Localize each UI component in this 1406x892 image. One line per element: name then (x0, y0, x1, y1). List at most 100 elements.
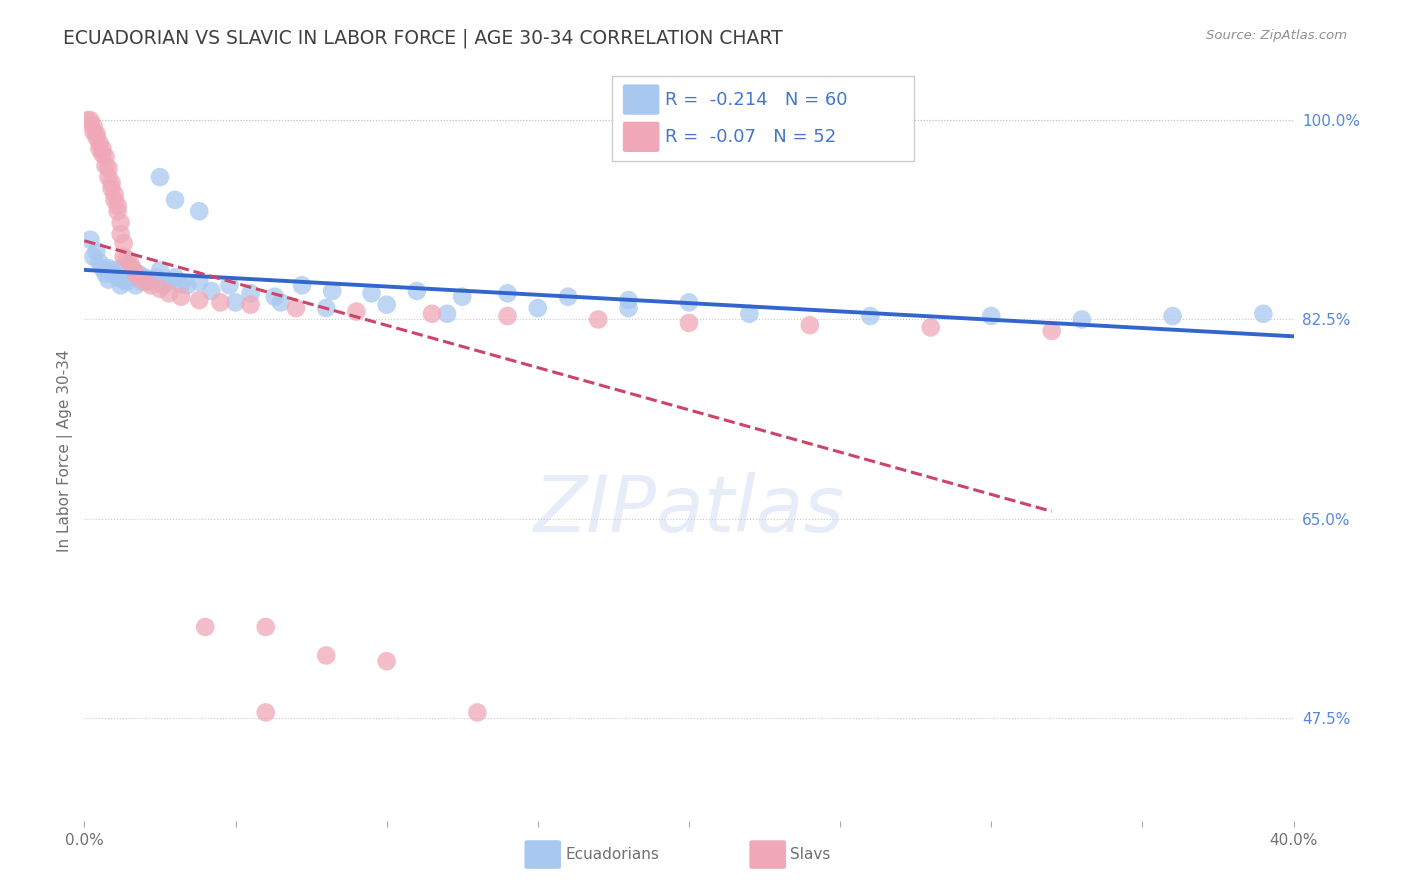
Point (94, 150, 117, 164)
Point (218, 278, 240, 293)
Point (165, 270, 187, 285)
Point (254, 706, 277, 720)
Point (115, 275, 138, 289)
Point (194, 620, 217, 634)
Point (89, 255, 111, 269)
Point (557, 290, 579, 304)
Point (527, 301, 550, 315)
Point (1040, 324, 1063, 338)
Point (406, 284, 429, 298)
Point (104, 193, 127, 207)
Point (97, 272, 120, 286)
Point (128, 270, 150, 285)
Point (239, 298, 262, 312)
Point (86, 130, 108, 145)
Text: R =  -0.214   N = 60: R = -0.214 N = 60 (665, 91, 848, 109)
Point (79, 233, 101, 247)
Text: R =  -0.07   N = 52: R = -0.07 N = 52 (665, 128, 837, 145)
Point (678, 316, 700, 330)
Point (225, 295, 247, 310)
Point (157, 275, 180, 289)
Point (799, 318, 821, 333)
Point (152, 278, 174, 293)
Point (107, 270, 129, 285)
Point (89, 136, 111, 150)
Point (436, 307, 458, 321)
Point (100, 263, 122, 277)
Point (285, 301, 308, 315)
Point (375, 654, 398, 668)
Point (110, 278, 132, 293)
Point (134, 270, 156, 285)
Point (617, 301, 640, 315)
Point (315, 301, 337, 315)
Point (165, 193, 187, 207)
Text: Slavs: Slavs (790, 847, 831, 862)
Point (188, 275, 211, 289)
Point (91, 147, 114, 161)
Point (118, 270, 141, 285)
Point (91, 261, 114, 276)
Point (110, 261, 132, 276)
Point (128, 267, 150, 281)
Text: ECUADORIAN VS SLAVIC IN LABOR FORCE | AGE 30-34 CORRELATION CHART: ECUADORIAN VS SLAVIC IN LABOR FORCE | AG… (63, 29, 783, 48)
Point (134, 275, 156, 289)
Point (112, 236, 135, 251)
Point (107, 204, 129, 219)
Point (1253, 307, 1275, 321)
Point (496, 309, 519, 323)
Point (104, 267, 127, 281)
Point (97, 261, 120, 276)
Point (136, 275, 159, 289)
Point (188, 204, 211, 219)
Point (920, 320, 942, 334)
Point (139, 278, 162, 293)
Point (100, 176, 122, 190)
Point (200, 284, 222, 298)
Point (1161, 309, 1184, 323)
Point (375, 298, 398, 312)
Point (170, 277, 193, 292)
Point (121, 261, 143, 276)
Text: ZIPatlas: ZIPatlas (533, 472, 845, 548)
Point (451, 290, 474, 304)
Point (97, 170, 120, 185)
Point (112, 272, 135, 286)
Point (859, 309, 882, 323)
Point (146, 270, 169, 285)
Point (100, 181, 122, 195)
Point (254, 620, 277, 634)
Point (82, 124, 104, 138)
Point (588, 312, 610, 326)
Point (110, 216, 132, 230)
Point (678, 295, 700, 310)
Point (110, 227, 132, 241)
Point (980, 309, 1002, 323)
Point (188, 293, 211, 307)
Point (149, 170, 172, 185)
Point (86, 127, 108, 141)
Point (176, 278, 198, 293)
Point (209, 295, 232, 310)
Point (104, 187, 127, 202)
Point (76, 113, 98, 128)
Point (738, 307, 761, 321)
Point (467, 706, 489, 720)
Point (149, 282, 172, 296)
Point (170, 290, 193, 304)
Point (1071, 312, 1094, 326)
Point (118, 255, 141, 269)
Point (346, 304, 368, 318)
Point (86, 244, 108, 259)
Point (149, 263, 172, 277)
Point (263, 290, 285, 304)
Point (82, 250, 104, 264)
Point (115, 252, 138, 266)
Point (617, 293, 640, 307)
Text: Source: ZipAtlas.com: Source: ZipAtlas.com (1206, 29, 1347, 42)
Point (139, 272, 162, 286)
Point (125, 267, 148, 281)
Point (94, 159, 117, 173)
Point (112, 250, 135, 264)
Point (360, 286, 382, 301)
